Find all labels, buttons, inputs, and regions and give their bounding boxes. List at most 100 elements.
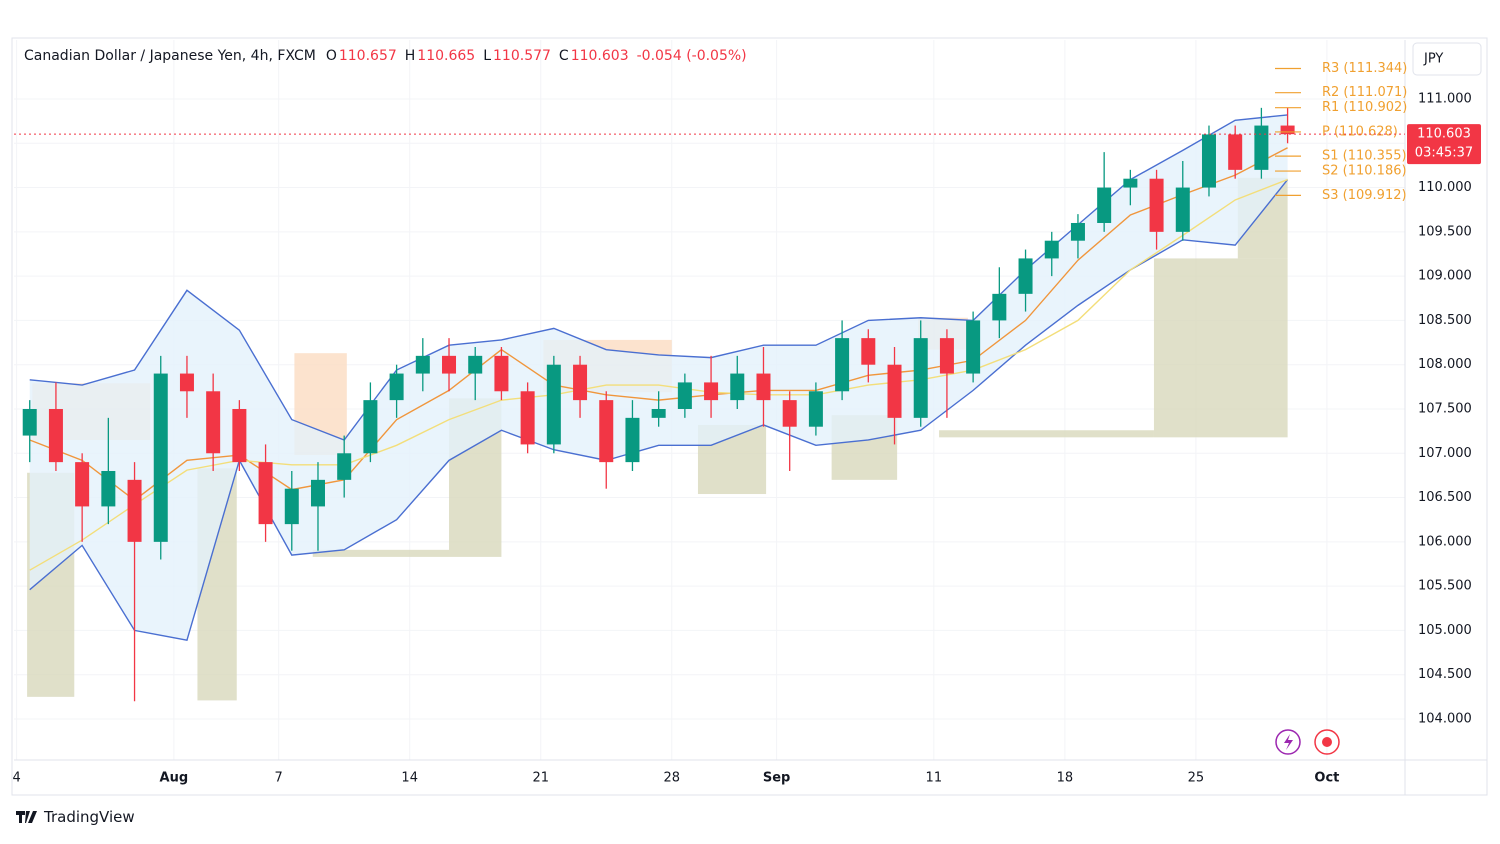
zone: [312, 549, 450, 557]
y-tick-label: 110.000: [1418, 180, 1472, 195]
band-fill: [29, 114, 1288, 641]
candle-body: [22, 408, 37, 436]
y-tick-label: 105.500: [1418, 579, 1472, 594]
currency-box[interactable]: [1412, 42, 1482, 76]
candle-body: [1070, 222, 1085, 241]
candle-body: [704, 382, 719, 401]
x-tick-label: 18: [1057, 771, 1074, 786]
x-tick-label: 28: [663, 771, 680, 786]
x-tick-label: Aug: [160, 771, 189, 786]
candle-body: [179, 373, 194, 392]
pivot-label: R1 (110.902): [1322, 100, 1407, 115]
y-tick-label: 106.500: [1418, 490, 1472, 505]
candle-body: [153, 373, 168, 542]
candle-body: [651, 408, 666, 418]
candle-body: [494, 355, 509, 392]
candle-body: [468, 355, 483, 374]
change: -0.054 (-0.05%): [636, 48, 747, 64]
ohlc-key: L: [483, 48, 492, 64]
record-icon[interactable]: [1314, 729, 1340, 755]
candle-body: [337, 453, 352, 480]
candle-body: [363, 400, 378, 454]
candle-body: [1149, 178, 1164, 232]
pivot-label: R3 (111.344): [1322, 61, 1407, 76]
pivot-label: P (110.628): [1322, 124, 1398, 139]
x-tick-label: 4: [12, 771, 20, 786]
y-tick-label: 111.000: [1418, 91, 1472, 106]
ohlc-value: 110.577: [493, 48, 551, 64]
pivot-label: S3 (109.912): [1322, 188, 1407, 203]
x-tick-label: Sep: [763, 771, 791, 786]
pivot-label: S1 (110.355): [1322, 149, 1407, 164]
brand: TradingView: [16, 808, 135, 826]
candle-body: [966, 320, 981, 374]
candle-body: [782, 400, 797, 427]
candle-body: [1254, 125, 1269, 170]
y-tick-label: 104.000: [1418, 711, 1472, 726]
candle-body: [415, 355, 430, 374]
zone: [939, 430, 1154, 438]
candle-body: [442, 355, 457, 374]
y-tick-label: 107.000: [1418, 446, 1472, 461]
y-tick-label: 106.000: [1418, 534, 1472, 549]
x-tick-label: 11: [926, 771, 943, 786]
candle-body: [756, 373, 771, 401]
y-tick-label: 109.000: [1418, 269, 1472, 284]
y-tick-label: 105.000: [1418, 623, 1472, 638]
brand-name: TradingView: [44, 808, 135, 826]
currency: JPY: [1423, 52, 1443, 67]
candle-body: [206, 391, 221, 454]
x-tick-label: 25: [1188, 771, 1205, 786]
candle-body: [992, 293, 1007, 321]
ohlc-key: H: [404, 48, 416, 64]
candle-body: [1018, 258, 1033, 294]
candle-body: [1175, 187, 1190, 232]
symbol-title: Canadian Dollar / Japanese Yen, 4h, FXCM: [24, 48, 316, 64]
alert-glyph: [1284, 734, 1293, 750]
candle-body: [677, 382, 692, 409]
candle-body: [127, 479, 142, 542]
ohlc-value: 110.603: [570, 48, 629, 64]
zone: [1153, 258, 1288, 438]
x-tick-label: Oct: [1314, 771, 1339, 786]
y-tick-label: 104.500: [1418, 667, 1472, 682]
record-glyph: [1322, 737, 1332, 747]
candle-body: [75, 462, 90, 507]
candle-body: [48, 408, 63, 463]
candle-body: [258, 462, 273, 525]
candle-body: [573, 364, 588, 401]
candle-body: [808, 391, 823, 427]
candle-body: [913, 338, 928, 418]
ohlc-value: 110.657: [338, 48, 397, 64]
header: Canadian Dollar / Japanese Yen, 4h, FXCM…: [24, 48, 755, 64]
ohlc-key: C: [558, 48, 569, 64]
brand-logo: [16, 811, 37, 823]
candle-body: [939, 338, 954, 374]
pivot-label: R2 (111.071): [1322, 85, 1407, 100]
candle-body: [835, 338, 850, 392]
candle-body: [599, 400, 614, 463]
candle-body: [1228, 134, 1243, 170]
alert-icon[interactable]: [1275, 729, 1301, 755]
candle-body: [1123, 178, 1138, 188]
price-tag-value: 110.603: [1417, 127, 1471, 142]
candle-body: [887, 364, 902, 418]
candle-body: [389, 373, 404, 401]
candle-body: [546, 364, 561, 445]
candle-body: [1097, 187, 1112, 223]
frame: [11, 37, 1488, 796]
candle-body: [310, 479, 325, 507]
y-tick-label: 107.500: [1418, 401, 1472, 416]
x-tick-label: 7: [275, 771, 283, 786]
candle-body: [730, 373, 745, 401]
plot-area: [22, 107, 1295, 702]
y-tick-label: 109.500: [1418, 224, 1472, 239]
ohlc-key: O: [325, 48, 337, 64]
y-tick-label: 108.500: [1418, 313, 1472, 328]
candle-body: [101, 470, 116, 507]
x-tick-label: 21: [532, 771, 549, 786]
x-tick-label: 14: [401, 771, 418, 786]
candle-body: [861, 338, 876, 365]
